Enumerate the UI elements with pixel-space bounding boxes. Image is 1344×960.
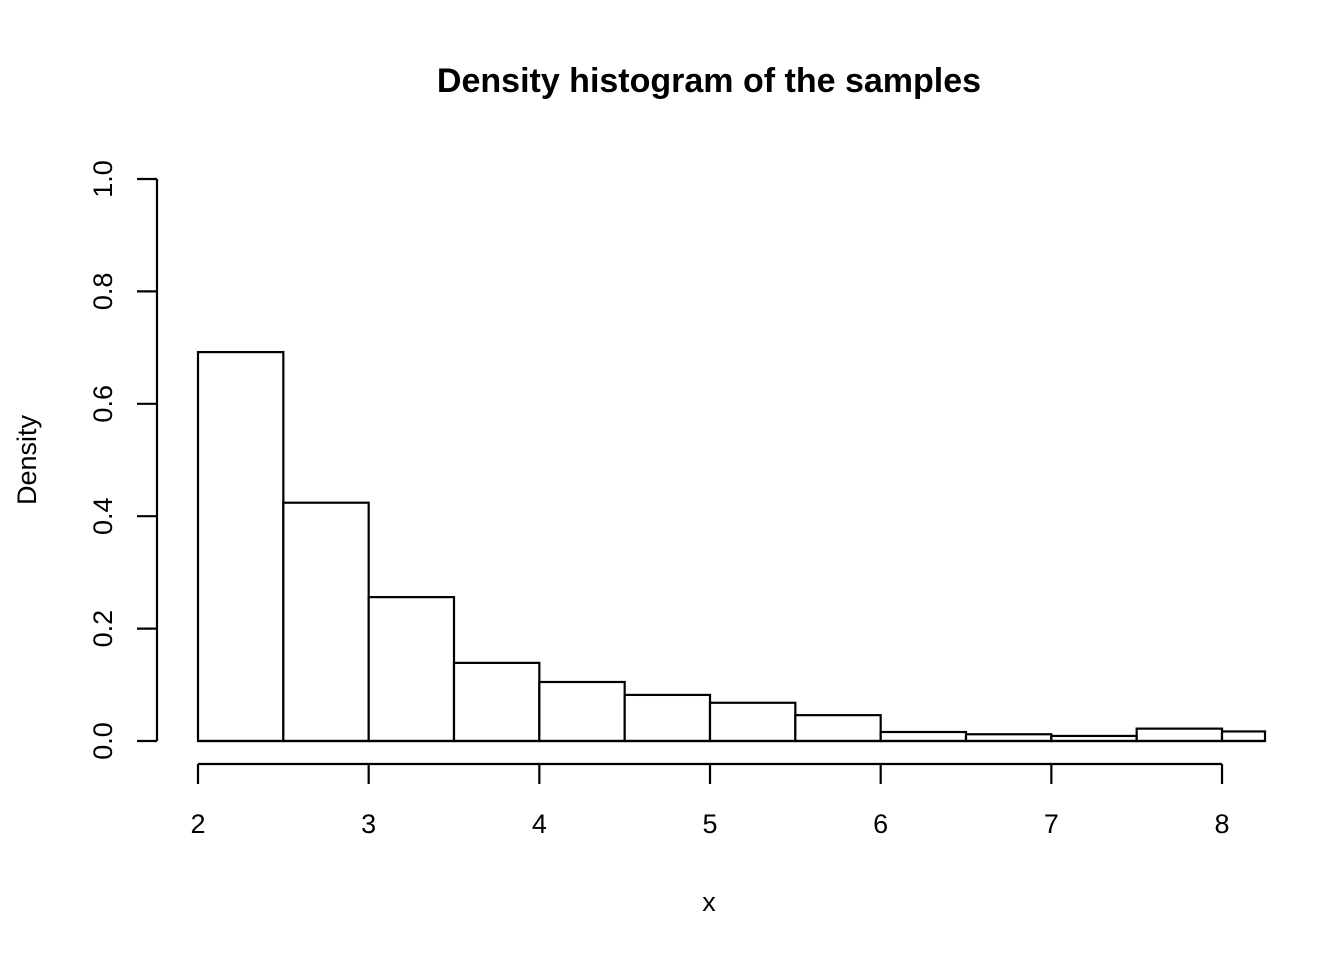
histogram-bar (282, 501, 370, 743)
x-tick-label: 3 (361, 809, 376, 839)
y-tick-label: 0.4 (88, 497, 118, 535)
y-axis: 0.0 0.2 0.4 0.6 0.8 1.0 (88, 160, 159, 760)
y-tick-label: 0.2 (88, 610, 118, 648)
x-tick-label: 4 (532, 809, 547, 839)
x-axis-label: x (702, 887, 716, 917)
histogram-bar (879, 730, 968, 743)
histogram-bar (1135, 727, 1224, 743)
histogram-bar (623, 693, 712, 743)
x-tick-label: 7 (1044, 809, 1059, 839)
histogram-bar (794, 714, 882, 743)
histogram-bar (538, 680, 626, 743)
histogram-bar (452, 661, 541, 743)
y-tick-label: 0.0 (88, 722, 118, 760)
histogram-bar (708, 701, 797, 743)
x-tick-label: 2 (190, 809, 205, 839)
y-tick-label: 0.8 (88, 273, 118, 311)
x-axis: 2 3 4 5 6 7 8 (190, 762, 1230, 839)
x-tick-label: 5 (702, 809, 717, 839)
bars-group (196, 350, 1267, 743)
histogram-bar (1220, 730, 1267, 743)
histogram-bar (367, 596, 456, 743)
chart-title: Density histogram of the samples (437, 62, 981, 100)
x-tick-label: 8 (1215, 809, 1230, 839)
y-tick-label: 0.6 (88, 385, 118, 423)
y-axis-label: Density (12, 414, 42, 505)
histogram-bar (196, 350, 285, 743)
y-tick-label: 1.0 (88, 160, 118, 198)
x-tick-label: 6 (873, 809, 888, 839)
